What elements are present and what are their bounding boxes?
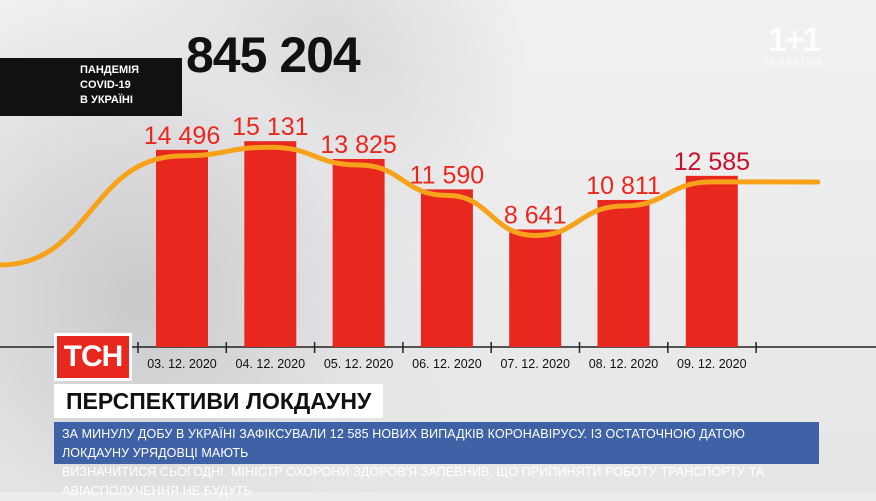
bar [597, 199, 650, 347]
tsn-logo: ТСН [54, 333, 132, 381]
bar [332, 158, 385, 347]
bar [156, 149, 208, 347]
category-label: 09. 12. 2020 [677, 357, 747, 371]
bar [685, 175, 738, 347]
headline: ПЕРСПЕКТИВИ ЛОКДАУНУ [54, 384, 384, 418]
data-label: 13 825 [320, 131, 396, 159]
category-label: 06. 12. 2020 [412, 357, 482, 371]
data-label: 10 811 [586, 172, 661, 200]
label-line: ПАНДЕМІЯ [80, 64, 140, 76]
logo-sub: ТЕЛЕВІЗІЙ [763, 58, 824, 69]
label-line: COVID-19 [80, 79, 131, 91]
category-label: 08. 12. 2020 [589, 357, 659, 371]
data-label: 8 641 [504, 201, 567, 229]
channel-logo: 1+1 ТЕЛЕВІЗІЙ [764, 22, 824, 69]
pandemic-label: ПАНДЕМІЯ COVID-19 В УКРАЇНІ [0, 58, 182, 116]
ticker-line: ЗА МИНУЛУ ДОБУ В УКРАЇНІ ЗАФІКСУВАЛИ 12 … [62, 427, 746, 460]
news-ticker: ЗА МИНУЛУ ДОБУ В УКРАЇНІ ЗАФІКСУВАЛИ 12 … [54, 422, 819, 498]
trend-line [0, 144, 821, 268]
data-label: 12 585 [674, 148, 750, 176]
bar [244, 141, 297, 347]
category-label: 07. 12. 2020 [500, 357, 570, 371]
category-label: 03. 12. 2020 [147, 357, 217, 371]
data-label: 11 590 [410, 161, 485, 189]
label-line: В УКРАЇНІ [80, 94, 133, 106]
logo-main: 1+1 [767, 21, 822, 59]
category-label: 05. 12. 2020 [324, 357, 394, 371]
data-label: 15 131 [232, 113, 308, 141]
category-label: 04. 12. 2020 [236, 357, 306, 371]
bar [509, 229, 562, 347]
total-cases: 845 204 [186, 27, 361, 83]
bar [420, 189, 473, 347]
data-label: 14 496 [144, 122, 220, 150]
ticker-line: ВИЗНАЧИТИСЯ СЬОГОДНІ. МІНІСТР ОХОРОНИ ЗД… [62, 465, 765, 498]
